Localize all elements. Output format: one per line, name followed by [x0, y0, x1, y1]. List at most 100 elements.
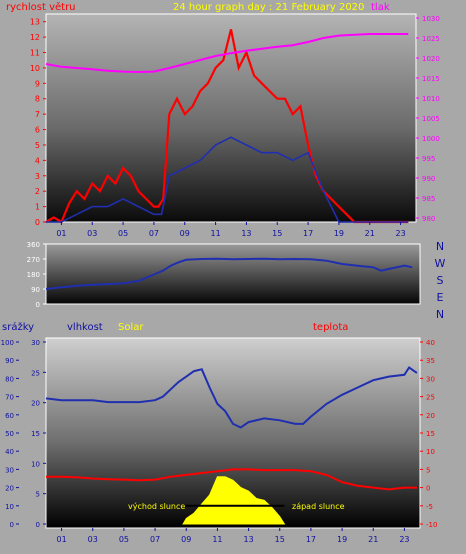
compass-label: S — [437, 274, 444, 287]
bottom-x-tick-label: 17 — [306, 535, 316, 544]
rain-y-tick-label: 100 — [1, 339, 14, 347]
pressure-y-tick-label: 1005 — [422, 115, 440, 123]
top-x-tick-label: 13 — [241, 229, 251, 238]
top-x-tick-label: 19 — [334, 229, 344, 238]
temp-y-tick-label: 25 — [426, 394, 435, 402]
top-x-tick-label: 07 — [149, 229, 159, 238]
wind-title: rychlost větru — [6, 2, 76, 13]
pressure-y-tick-label: 1025 — [422, 35, 440, 43]
bottom-x-tick-label: 23 — [399, 535, 409, 544]
plot-area-wind — [45, 13, 417, 223]
pressure-y-tick-label: 1020 — [422, 55, 440, 63]
pressure-y-tick-label: 1030 — [422, 15, 440, 23]
bottom-x-tick-label: 19 — [337, 535, 347, 544]
temp-y-tick-label: 40 — [426, 339, 435, 347]
temp-y-tick-label: 0 — [426, 485, 430, 493]
wind-y-tick-label: 12 — [30, 33, 40, 42]
top-x-tick-label: 03 — [87, 229, 97, 238]
rain-y-tick-label: 50 — [5, 430, 14, 438]
solar-area — [182, 476, 286, 525]
rain-title: srážky — [2, 322, 35, 333]
temp-y-tick-label: 15 — [426, 430, 435, 438]
plot-area-direction — [45, 243, 421, 305]
temp-y-tick-label: -5 — [426, 503, 433, 511]
humidity-line — [45, 366, 418, 429]
bottom-x-tick-label: 01 — [56, 535, 66, 544]
wind-y-tick-label: 2 — [35, 187, 40, 196]
pressure-y-tick-label: 990 — [422, 175, 435, 183]
pressure-y-tick-label: 1000 — [422, 135, 440, 143]
temp-y-tick-label: 10 — [426, 448, 435, 456]
humidity-y-tick-label: 20 — [31, 400, 40, 408]
humidity-y-tick-label: 30 — [31, 339, 40, 347]
humidity-y-tick-label: 15 — [31, 430, 40, 438]
pressure-y-tick-label: 1010 — [422, 95, 440, 103]
graph-title: 24 hour graph day : 21 February 2020 — [173, 2, 365, 13]
sunrise-annotation: východ slunce — [128, 502, 185, 511]
rain-y-tick-label: 10 — [5, 503, 14, 511]
humidity-y-tick-label: 10 — [31, 460, 40, 468]
rain-y-tick-label: 60 — [5, 412, 14, 420]
wind-y-tick-label: 0 — [35, 218, 40, 227]
wind-blue-line — [46, 136, 409, 223]
direction-y-tick-label: 270 — [27, 256, 40, 264]
top-x-tick-label: 11 — [210, 229, 220, 238]
bottom-x-tick-label: 15 — [275, 535, 285, 544]
sunset-annotation: západ slunce — [292, 502, 345, 511]
compass-label: N — [436, 240, 444, 253]
wind-y-tick-label: 1 — [35, 203, 40, 212]
rain-y-tick-label: 40 — [5, 448, 14, 456]
humidity-y-tick-label: 25 — [31, 369, 40, 377]
pressure-y-tick-label: 985 — [422, 195, 435, 203]
pressure-y-tick-label: 1015 — [422, 75, 440, 83]
wind-y-tick-label: 6 — [35, 126, 40, 135]
wind-y-tick-label: 3 — [35, 172, 40, 181]
top-x-tick-label: 01 — [56, 229, 66, 238]
top-x-tick-label: 09 — [180, 229, 190, 238]
direction-y-tick-label: 360 — [27, 241, 40, 249]
wind-direction-line — [45, 257, 413, 290]
bottom-x-tick-label: 05 — [119, 535, 129, 544]
wind-y-tick-label: 5 — [35, 141, 40, 150]
humidity-y-tick-label: 0 — [36, 521, 40, 529]
temp-y-tick-label: 35 — [426, 357, 435, 365]
humidity-title: vlhkost — [67, 322, 103, 333]
direction-y-tick-label: 90 — [31, 286, 40, 294]
rain-y-tick-label: 70 — [5, 394, 14, 402]
wind-speed-line — [45, 29, 409, 224]
top-x-tick-label: 23 — [395, 229, 405, 238]
wind-y-tick-label: 10 — [30, 64, 40, 73]
pressure-line — [45, 33, 409, 74]
bottom-x-tick-label: 13 — [243, 535, 253, 544]
temperature-line — [46, 468, 417, 491]
wind-y-tick-label: 4 — [35, 156, 40, 165]
solar-title: Solar — [118, 322, 144, 333]
top-x-tick-label: 05 — [118, 229, 128, 238]
bottom-x-tick-label: 11 — [212, 535, 222, 544]
humidity-y-tick-label: 5 — [36, 491, 40, 499]
rain-y-tick-label: 90 — [5, 357, 14, 365]
pressure-y-tick-label: 995 — [422, 155, 435, 163]
top-x-tick-label: 21 — [365, 229, 375, 238]
pressure-title: tlak — [371, 2, 390, 13]
top-x-tick-label: 15 — [272, 229, 282, 238]
temp-y-tick-label: 30 — [426, 375, 435, 383]
bottom-x-tick-label: 07 — [150, 535, 160, 544]
temp-y-tick-label: 20 — [426, 412, 435, 420]
pressure-y-tick-label: 980 — [422, 215, 435, 223]
compass-label: W — [435, 257, 446, 270]
rain-y-tick-label: 0 — [10, 521, 14, 529]
wind-y-tick-label: 7 — [35, 110, 40, 119]
temp-y-tick-label: -10 — [426, 521, 437, 529]
wind-y-tick-label: 11 — [30, 49, 40, 58]
rain-y-tick-label: 20 — [5, 485, 14, 493]
temp-title: teplota — [313, 322, 349, 333]
bottom-x-tick-label: 21 — [368, 535, 378, 544]
wind-y-tick-label: 9 — [35, 79, 40, 88]
rain-y-tick-label: 80 — [5, 375, 14, 383]
top-x-tick-label: 17 — [303, 229, 313, 238]
wind-y-tick-label: 8 — [35, 95, 40, 104]
direction-y-tick-label: 180 — [27, 271, 40, 279]
bottom-x-tick-label: 03 — [88, 535, 98, 544]
